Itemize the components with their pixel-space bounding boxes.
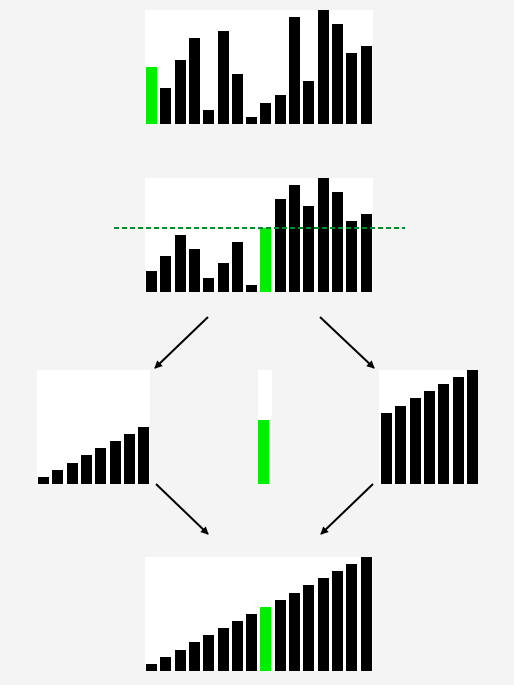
pivot-bar (146, 67, 157, 124)
bar (188, 642, 200, 671)
bar (346, 53, 358, 124)
bar (395, 406, 407, 484)
bar (231, 242, 243, 292)
bar (203, 110, 215, 124)
bar (452, 377, 464, 484)
bar (203, 635, 215, 671)
bar (203, 278, 215, 292)
bar (109, 441, 121, 484)
bar (260, 103, 272, 124)
bar (409, 398, 421, 484)
bar (80, 455, 92, 484)
bar (52, 470, 64, 484)
bar (331, 192, 343, 292)
bar (95, 448, 107, 484)
left-subarray-panel (37, 370, 150, 484)
bar (317, 10, 329, 124)
bar (381, 413, 392, 484)
bar (217, 31, 229, 124)
bar (346, 221, 358, 292)
bar (289, 17, 300, 124)
bar (289, 185, 300, 292)
bar (231, 74, 243, 124)
sorted-array-panel (145, 557, 373, 671)
pivot-bar (260, 228, 272, 292)
bar (246, 117, 258, 124)
bar (174, 60, 186, 124)
pivot-bar (260, 607, 272, 671)
arrow-left-to-output (155, 483, 209, 535)
bar (123, 434, 135, 484)
bar (317, 578, 329, 671)
bar (188, 38, 200, 124)
bar (360, 214, 372, 292)
bar (66, 463, 78, 484)
bar (38, 477, 49, 484)
bar (246, 285, 258, 292)
bar (360, 557, 372, 671)
bar (466, 370, 478, 484)
bar (188, 249, 200, 292)
input-array-panel (145, 10, 373, 124)
bar (317, 178, 329, 292)
bar (331, 571, 343, 671)
bar (217, 263, 229, 292)
bar (231, 621, 243, 671)
bar (138, 427, 150, 484)
bar (438, 384, 450, 484)
bar (274, 199, 286, 292)
bar (274, 95, 286, 124)
bar (331, 24, 343, 124)
bar (303, 81, 315, 124)
bar (217, 628, 229, 671)
partitioned-array-panel (145, 178, 373, 292)
bar (246, 614, 258, 671)
bar (289, 593, 300, 671)
bar (274, 600, 286, 671)
bar (303, 206, 315, 292)
bar (146, 664, 157, 671)
bar (174, 650, 186, 671)
bar (160, 256, 172, 292)
pivot-bar (258, 420, 269, 484)
bar (146, 271, 157, 292)
bar (360, 46, 372, 124)
bar (303, 585, 315, 671)
bar (160, 657, 172, 671)
pivot-panel (258, 370, 272, 484)
arrow-partitioned-to-right (319, 316, 375, 369)
bar (174, 235, 186, 292)
arrow-partitioned-to-left (154, 316, 209, 369)
bar (423, 391, 435, 484)
right-subarray-panel (379, 370, 478, 484)
arrow-right-to-output (320, 483, 374, 535)
bar (160, 88, 172, 124)
bar (346, 564, 358, 671)
